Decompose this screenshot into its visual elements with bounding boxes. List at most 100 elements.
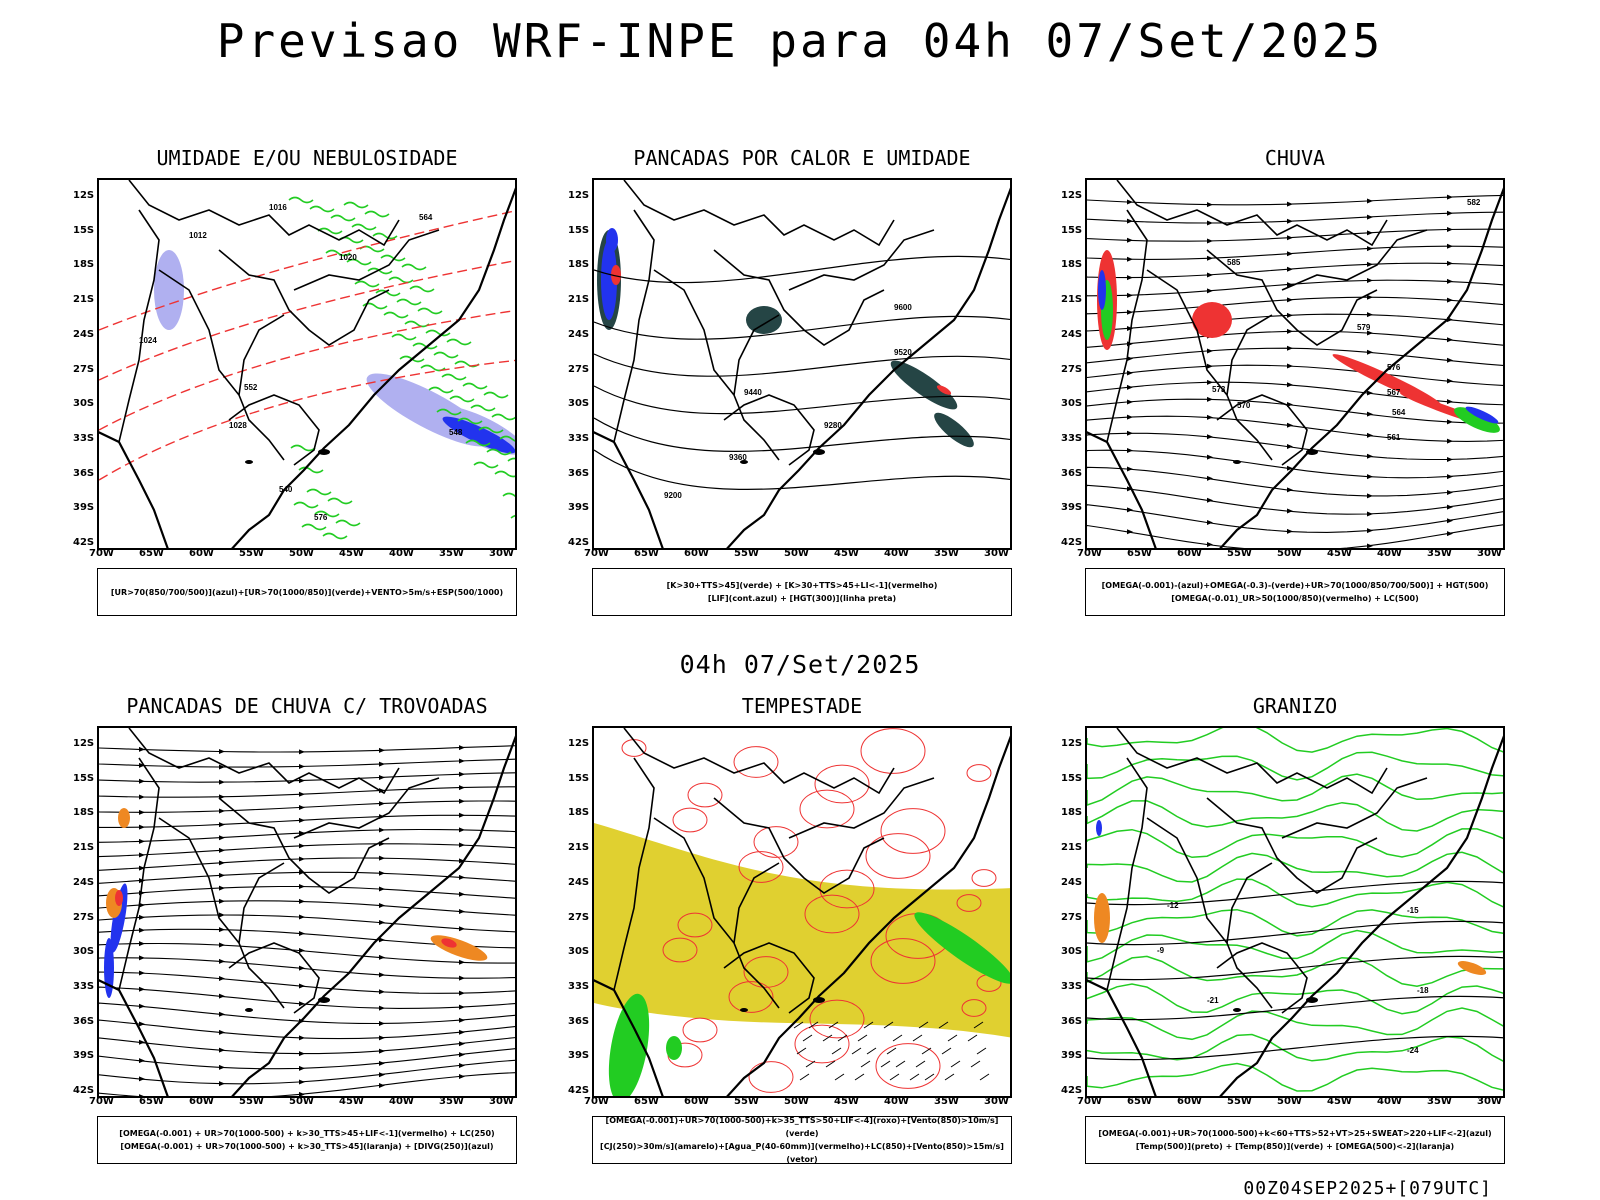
wind-vector [938, 1021, 949, 1029]
latitude-tick-label: 12S [1061, 738, 1083, 749]
wind-vector [979, 1073, 990, 1081]
streamline [1087, 415, 1503, 442]
flow-arrow [139, 838, 145, 844]
flow-arrow [1367, 474, 1373, 480]
temp850-contour [1087, 800, 1503, 832]
panel-legend: [K>30+TTS>45](verde) + [K>30+TTS>45+LI<-… [592, 568, 1012, 616]
wind-vector [889, 1073, 900, 1081]
longitude-tick-label: 50W [289, 1096, 314, 1107]
latitude-tick-label: 15S [1061, 772, 1083, 784]
divergence-area [104, 938, 114, 998]
flow-arrow [1367, 511, 1373, 517]
country-border [1216, 394, 1308, 466]
flow-arrow [1127, 256, 1133, 262]
flow-arrow [1367, 246, 1373, 252]
wind-vector [808, 1021, 819, 1029]
legend-line: [LIF](cont.azul) + [HGT(300)](linha pret… [707, 594, 897, 603]
panel-title: GRANIZO [1252, 694, 1338, 718]
flow-arrow [379, 747, 385, 753]
latitude-tick-label: 30S [1061, 946, 1083, 958]
water-contour [870, 938, 936, 984]
latitude-tick-label: 18S [1061, 259, 1083, 271]
contour-label: 573 [1212, 385, 1226, 394]
temp850-contour [1087, 908, 1503, 937]
longitude-tick-label: 40W [1377, 548, 1402, 559]
latitude-tick-label: 30S [73, 398, 95, 410]
flow-arrow [1207, 238, 1213, 244]
latitude-tick-label: 24S [1061, 328, 1083, 340]
country-border [1281, 229, 1428, 291]
streamline [99, 986, 515, 1009]
longitude-tick-label: 65W [139, 548, 164, 559]
temp850-contour [1087, 955, 1503, 987]
contour-label: 564 [1392, 408, 1406, 417]
flow-arrow [1287, 528, 1293, 534]
humidity-contour [346, 258, 372, 266]
flow-arrow [219, 808, 225, 814]
contour-label: 9200 [664, 491, 682, 500]
flow-arrow [379, 788, 385, 794]
longitude-tick-label: 45W [339, 1096, 364, 1107]
lake [813, 449, 825, 455]
longitude-tick-label: 70W [1077, 1096, 1102, 1107]
longitude-tick-label: 55W [1227, 548, 1252, 559]
humidity-contour [372, 232, 398, 240]
temp500-contour [1087, 880, 1503, 906]
contour-label: 9360 [729, 453, 747, 462]
panel-title: TEMPESTADE [741, 694, 863, 718]
map-panel-5: TEMPESTADE 12S 15S 18S 21S 24S 27S 30S 33S 36S 39S… [568, 694, 1012, 1164]
flow-arrow [459, 1017, 465, 1023]
panel-legend: [OMEGA(-0.001)-(azul)+OMEGA(-0.3)-(verde… [1085, 568, 1505, 616]
wind-vector [915, 1060, 926, 1068]
contour-label: 570 [1237, 401, 1251, 410]
country-border [653, 817, 780, 1009]
geography-layer [99, 728, 515, 1096]
latitude-tick-label: 30S [568, 398, 590, 410]
latitude-tick-label: 21S [1061, 842, 1083, 854]
humidity-contour [494, 470, 515, 478]
flow-arrow [459, 842, 465, 848]
legend-line: [UR>70(850/700/500)](azul)+[UR>70(1000/8… [110, 587, 504, 597]
flow-arrow [1287, 363, 1293, 369]
humidity-contour [425, 329, 451, 337]
latitude-tick-label: 36S [1061, 467, 1083, 479]
flow-arrow [459, 959, 465, 965]
thickness-line [99, 359, 515, 481]
latitude-tick-label: 42S [73, 1085, 95, 1096]
flow-arrow [379, 1005, 385, 1011]
flow-arrow [139, 955, 145, 961]
humidity-contour [507, 457, 515, 462]
humidity-contour [380, 254, 406, 262]
flow-arrow [299, 1051, 305, 1057]
contour-label: -18 [1417, 986, 1429, 995]
humidity-contour [396, 298, 422, 306]
country-border [733, 314, 780, 396]
flow-arrow [219, 898, 225, 904]
country-border [788, 777, 935, 839]
longitude-tick-label: 70W [584, 1096, 609, 1107]
flow-arrow [139, 1003, 145, 1009]
country-border [1146, 817, 1273, 1009]
flow-arrow [299, 749, 305, 755]
flow-arrow [1447, 474, 1453, 480]
wind-vector [909, 1073, 920, 1081]
flow-arrow [1447, 489, 1453, 495]
temp850-contours [1087, 728, 1503, 1092]
latitude-tick-label: 42S [568, 1085, 590, 1096]
flow-arrow [1207, 363, 1213, 369]
longitude-tick-label: 55W [734, 548, 759, 559]
flow-arrow [219, 835, 225, 841]
legend-line: [OMEGA(-0.001)+UR>70(1000-500)+k>35_TTS>… [605, 1116, 999, 1138]
country-border [1226, 314, 1273, 396]
country-border [713, 249, 885, 346]
flow-arrow [299, 948, 305, 954]
longitude-tick-label: 70W [1077, 548, 1102, 559]
flow-arrow [1207, 519, 1213, 525]
longitude-tick-label: 55W [239, 548, 264, 559]
country-border [1116, 728, 1388, 795]
latitude-tick-label: 42S [1061, 537, 1083, 548]
streamline [1087, 228, 1503, 242]
flow-arrow [459, 1052, 465, 1058]
latitude-tick-label: 27S [568, 363, 590, 375]
flow-arrow [219, 885, 225, 891]
